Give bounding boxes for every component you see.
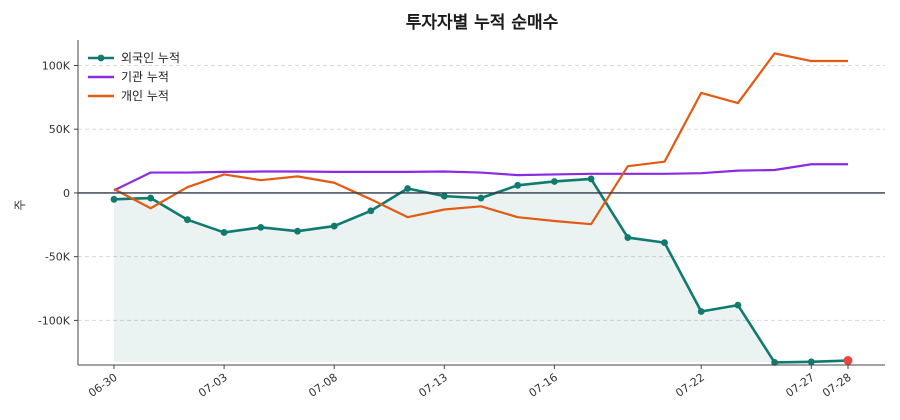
x-tick-label: 07-16: [526, 371, 560, 400]
data-point: [294, 227, 301, 235]
legend-label: 기관 누적: [121, 70, 169, 84]
data-point: [184, 216, 191, 224]
x-tick-label: 07-08: [306, 371, 340, 400]
legend-label: 개인 누적: [121, 89, 169, 103]
data-point: [661, 239, 668, 247]
x-tick-label: 07-22: [673, 371, 707, 400]
x-tick-label: 07-13: [416, 371, 450, 400]
x-tick-label: 07-28: [820, 371, 854, 400]
data-point: [624, 234, 632, 241]
data-point: [587, 175, 595, 183]
series-line-3: [113, 52, 848, 226]
x-tick-label: 07-03: [196, 371, 230, 400]
data-point: [330, 222, 338, 230]
y-tick-label: 100K: [42, 59, 71, 72]
data-point: [771, 359, 778, 366]
data-point: [514, 181, 522, 189]
data-point: [697, 308, 705, 315]
last-point-marker: [843, 356, 853, 366]
data-point: [110, 195, 118, 203]
series-area-fill: [114, 178, 848, 363]
y-axis-label: 주: [13, 199, 27, 210]
data-point: [551, 178, 558, 185]
x-tick-label: 06-30: [86, 371, 120, 400]
data-point: [147, 194, 155, 202]
data-point: [404, 185, 411, 192]
data-point: [477, 194, 485, 202]
data-point: [367, 207, 375, 215]
legend-label: 외국인 누적: [121, 51, 180, 65]
y-tick-label: -50K: [45, 251, 71, 264]
x-tick-label: 07-27: [783, 371, 817, 400]
series-line-2: [113, 163, 848, 192]
data-point: [257, 223, 265, 231]
y-tick-label: -100K: [38, 314, 71, 327]
y-tick-label: 0: [63, 187, 70, 200]
legend-marker: [97, 54, 105, 62]
data-point: [807, 358, 815, 366]
data-point: [440, 192, 448, 200]
chart-title: 투자자별 누적 순매수: [406, 13, 559, 33]
data-point: [734, 301, 742, 309]
data-point: [220, 229, 228, 236]
y-tick-label: 50K: [49, 123, 71, 136]
